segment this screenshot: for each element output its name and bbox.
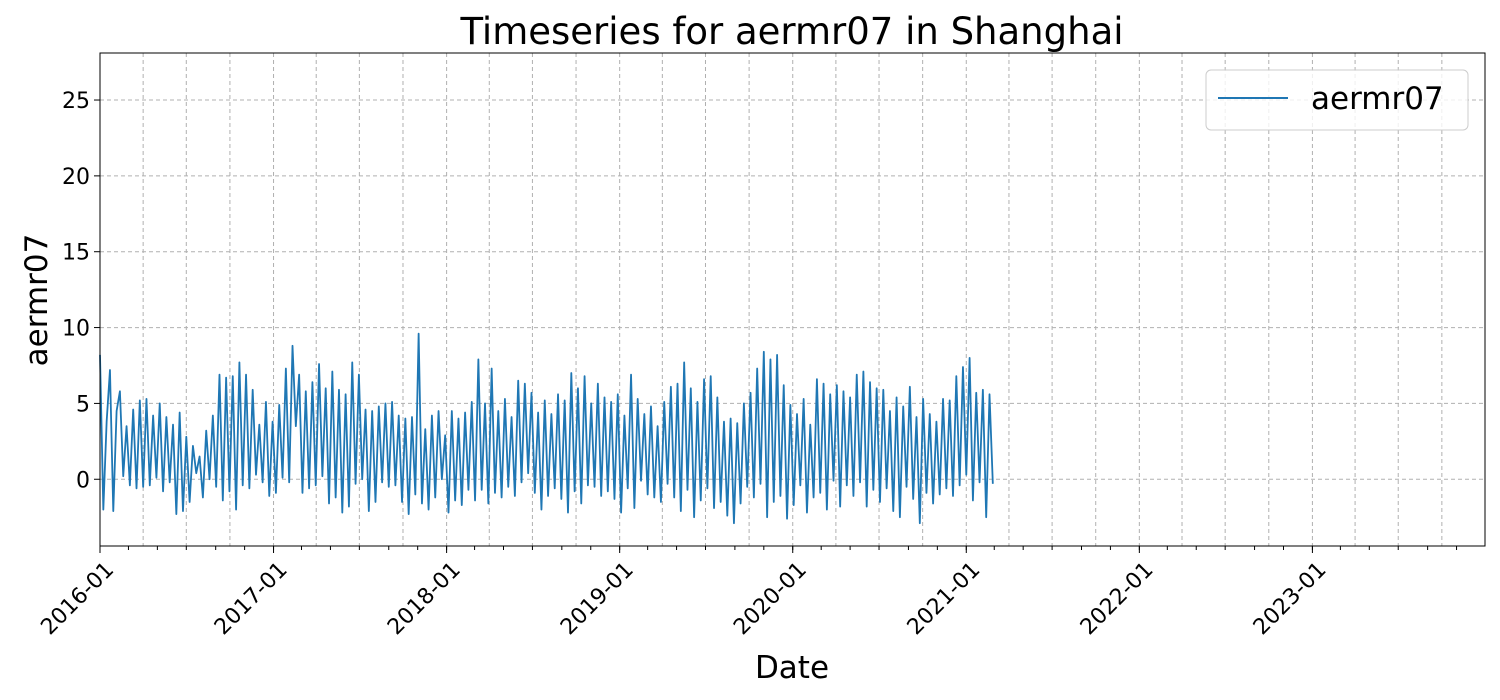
chart-title: Timeseries for aermr07 in Shanghai	[459, 10, 1123, 53]
x-axis-label: Date	[755, 650, 829, 686]
y-tick-label: 0	[76, 468, 90, 493]
legend-label: aermr07	[1311, 81, 1444, 117]
y-tick-label: 5	[76, 392, 90, 417]
y-tick-label: 15	[62, 241, 90, 266]
series-line-aermr07	[99, 332, 994, 525]
legend-box	[1205, 69, 1469, 131]
series-layer	[99, 332, 994, 525]
y-axis-label: aermr07	[19, 234, 55, 367]
y-tick-label: 25	[62, 89, 90, 114]
grid	[99, 53, 1485, 546]
y-tick-label: 20	[62, 165, 90, 190]
y-tick-label: 10	[62, 317, 90, 342]
legend: aermr07	[1205, 69, 1469, 131]
